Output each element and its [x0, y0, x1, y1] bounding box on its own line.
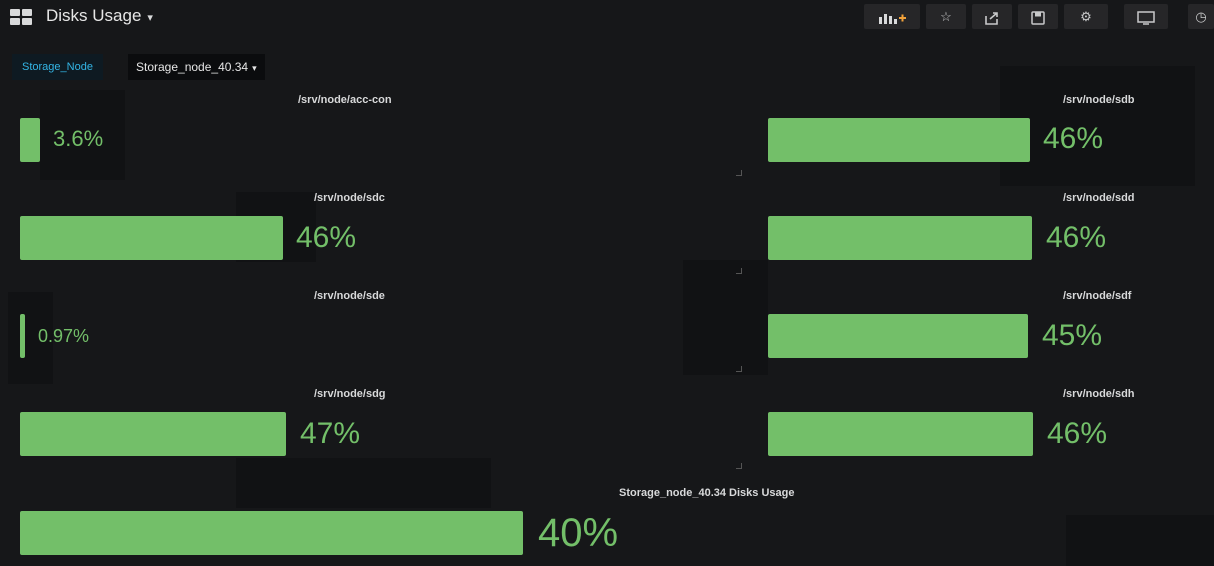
usage-value: 46% [1047, 417, 1108, 450]
panel-background [8, 292, 53, 384]
usage-bar [20, 511, 523, 555]
usage-value: 47% [300, 417, 361, 450]
usage-bar [20, 216, 283, 260]
panel-resize-handle[interactable] [736, 170, 742, 176]
share-icon [985, 11, 998, 25]
star-icon: ☆ [940, 9, 952, 24]
panel-title[interactable]: /srv/node/acc-con [298, 94, 392, 106]
dashboard-grid-icon[interactable] [10, 9, 34, 25]
save-icon [1031, 10, 1045, 25]
panel-title[interactable]: /srv/node/sde [314, 290, 385, 302]
panel-title[interactable]: /srv/node/sdf [1063, 290, 1132, 302]
chevron-down-icon: ▾ [252, 63, 257, 73]
usage-bar [768, 118, 1030, 162]
usage-value: 3.6% [53, 126, 104, 151]
panel-title[interactable]: /srv/node/sdc [314, 192, 385, 204]
usage-bar [20, 412, 286, 456]
panel-title[interactable]: /srv/node/sdd [1063, 192, 1135, 204]
panel-resize-handle[interactable] [736, 463, 742, 469]
variable-dropdown[interactable]: Storage_node_40.34 ▾ [128, 54, 265, 80]
usage-bar [768, 314, 1028, 358]
usage-bar [768, 216, 1032, 260]
panel-title[interactable]: /srv/node/sdg [314, 388, 386, 400]
panel-resize-handle[interactable] [736, 268, 742, 274]
panel-title[interactable]: /srv/node/sdh [1063, 388, 1135, 400]
dashboard-title[interactable]: Disks Usage ▾ [46, 6, 153, 26]
usage-bar [20, 118, 40, 162]
panel-background [1000, 66, 1195, 186]
clock-icon: ◷ [1195, 9, 1207, 24]
panel-background [236, 458, 491, 508]
time-picker-button[interactable]: ◷ [1188, 4, 1214, 29]
usage-value: 46% [1046, 221, 1107, 254]
add-panel-icon [879, 13, 906, 24]
panel-background [1066, 515, 1214, 566]
usage-value: 46% [1043, 122, 1104, 155]
tv-icon [1137, 10, 1155, 25]
panel-resize-handle[interactable] [736, 366, 742, 372]
usage-value: 40% [538, 511, 619, 555]
panel-title[interactable]: /srv/node/sdb [1063, 94, 1135, 106]
usage-value: 0.97% [38, 326, 90, 346]
panel-background [683, 260, 768, 375]
panel-background [40, 90, 125, 180]
panel-title[interactable]: Storage_node_40.34 Disks Usage [619, 487, 795, 499]
usage-value: 45% [1042, 319, 1103, 352]
gear-icon: ⚙ [1080, 9, 1092, 24]
settings-button[interactable]: ⚙ [1064, 4, 1108, 29]
usage-bar [768, 412, 1033, 456]
usage-bar [20, 314, 25, 358]
variable-value: Storage_node_40.34 [136, 60, 249, 74]
add-panel-button[interactable] [864, 4, 920, 29]
view-mode-button[interactable] [1124, 4, 1168, 29]
star-dashboard-button[interactable]: ☆ [926, 4, 966, 29]
share-dashboard-button[interactable] [972, 4, 1012, 29]
dashboard-title-text: Disks Usage [46, 6, 142, 25]
variable-label: Storage_Node [12, 54, 103, 80]
save-dashboard-button[interactable] [1018, 4, 1058, 29]
dashboard-navbar: Disks Usage ▾ ☆ ⚙ ◷ [0, 0, 1214, 34]
chevron-down-icon: ▾ [147, 12, 153, 24]
usage-value: 46% [296, 221, 357, 254]
